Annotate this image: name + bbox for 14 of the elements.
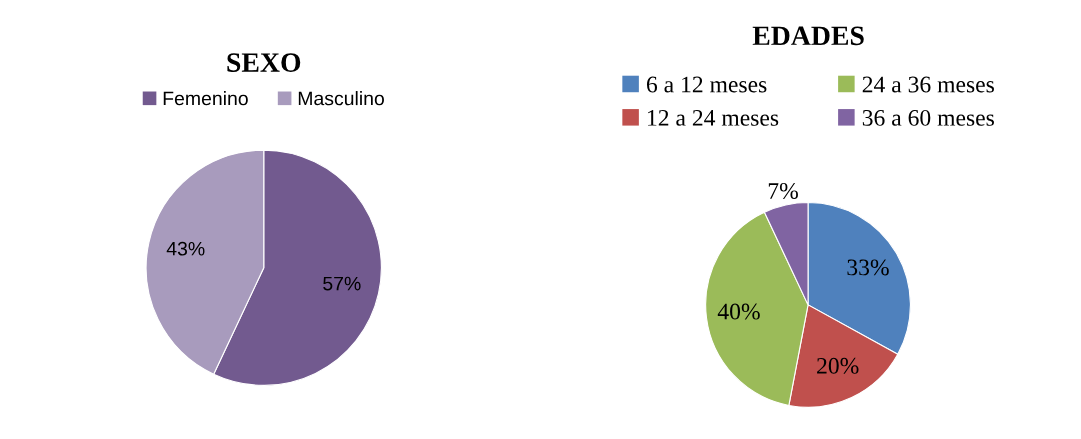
data-label: 40% [717,303,760,320]
data-label: 33% [847,259,889,276]
legend-label: 12 a 24 meses [648,109,779,126]
data-label: 57% [323,276,361,291]
legend-label: 6 a 12 meses [646,76,767,93]
legend-label: Masculino [298,91,384,106]
chart-title: EDADES [752,26,864,46]
legend-label: 24 a 36 meses [862,76,994,93]
data-label: 7% [768,182,798,199]
data-label: 43% [166,241,205,256]
legend-label: 36 a 60 meses [862,109,994,126]
data-label: 20% [817,357,859,374]
chart-title: SEXO [227,53,301,72]
legend-label: Femenino [163,91,248,106]
